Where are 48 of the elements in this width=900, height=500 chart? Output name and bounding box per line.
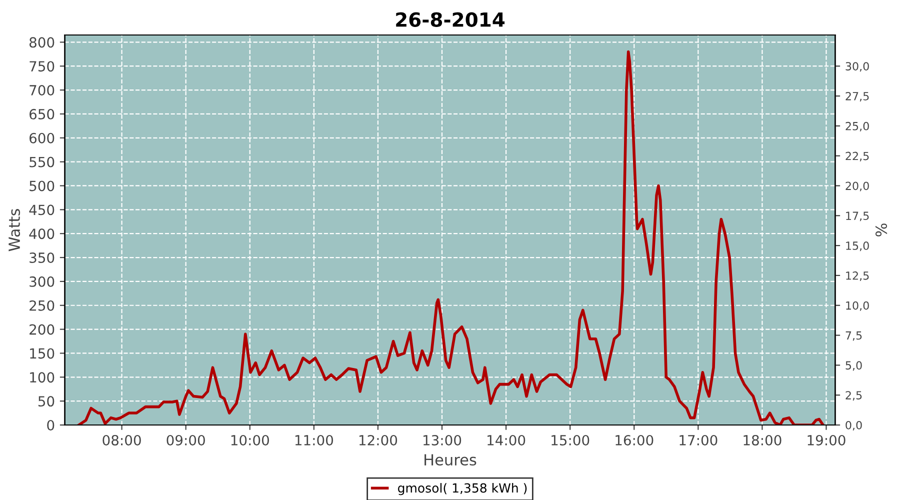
y2-tick-label: 15,0 (846, 242, 869, 252)
y2-tick-label: 5,0 (846, 361, 862, 371)
x-tick-label: 11:00 (295, 434, 334, 446)
x-axis-title: Heures (424, 454, 476, 466)
y-tick-label: 200 (30, 324, 54, 335)
y2-tick-label: 27,5 (846, 92, 869, 102)
x-tick-label: 08:00 (102, 434, 141, 446)
y-tick-label: 350 (30, 252, 54, 263)
y-tick-label: 250 (30, 300, 54, 311)
y-tick-label: 750 (30, 61, 54, 72)
x-tick-label: 16:00 (616, 434, 654, 446)
line-series (78, 50, 824, 425)
x-tick-label: 15:00 (552, 434, 590, 446)
chart-title: 26-8-2014 (396, 12, 505, 27)
x-tick-label: 09:00 (166, 434, 205, 446)
x-tick-label: 12:00 (359, 434, 398, 446)
y-tick-label: 500 (30, 180, 54, 192)
y2-tick-label: 10,0 (846, 301, 869, 311)
y-tick-label: 100 (30, 372, 54, 383)
y-tick-label: 700 (30, 85, 54, 96)
y-tick-label: 300 (30, 276, 54, 287)
x-tick-label: 19:00 (808, 434, 846, 446)
x-tick-label: 13:00 (424, 434, 462, 446)
y2-tick-label: 0,0 (846, 420, 862, 431)
y-tick-label: 400 (29, 228, 54, 240)
y2-tick-label: 25,0 (846, 122, 869, 132)
y-axis-title: Watts (8, 209, 20, 252)
y2-tick-label: 20,0 (846, 182, 869, 192)
y-tick-label: 450 (29, 204, 54, 216)
y2-tick-label: 17,5 (846, 212, 869, 222)
y2-tick-label: 30,0 (846, 62, 869, 72)
y2-tick-label: 12,5 (846, 271, 869, 281)
y-tick-label: 150 (30, 348, 54, 359)
y-tick-label: 650 (30, 108, 54, 120)
x-tick-label: 17:00 (680, 434, 718, 446)
y2-tick-label: 22,5 (846, 152, 869, 162)
y-tick-label: 600 (30, 132, 54, 144)
legend-label: gmosol( 1,358 kWh ) (398, 483, 527, 496)
y-tick-label: 0 (47, 420, 54, 430)
y-tick-label: 550 (30, 156, 54, 168)
y2-axis-title: % (875, 224, 888, 236)
y-tick-label: 50 (38, 396, 54, 407)
y2-tick-label: 2,5 (846, 391, 862, 401)
x-tick-label: 10:00 (231, 434, 269, 446)
x-tick-label: 18:00 (744, 434, 782, 446)
y-tick-label: 800 (30, 37, 54, 48)
y2-tick-label: 7,5 (846, 331, 862, 341)
x-tick-label: 14:00 (488, 434, 526, 446)
